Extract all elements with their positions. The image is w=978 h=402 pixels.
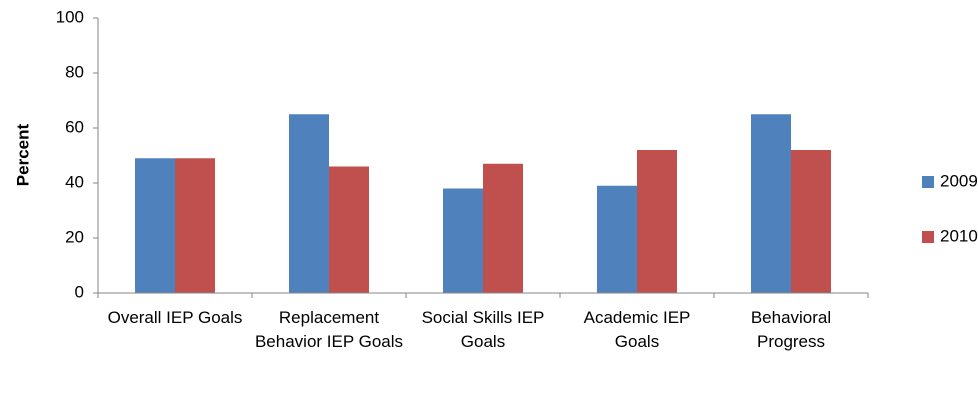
x-tick-label: Replacement Behavior IEP Goals <box>254 308 404 351</box>
bar <box>329 166 369 293</box>
bar <box>597 185 637 293</box>
bar <box>135 158 175 293</box>
y-tick-label: 100 <box>56 7 84 26</box>
bar <box>175 158 215 293</box>
legend-label: 2009-10 <box>940 171 978 190</box>
bar <box>443 188 483 293</box>
bar <box>289 114 329 293</box>
legend-swatch <box>922 231 934 243</box>
x-tick-label: Academic IEP Goals <box>583 308 691 351</box>
bar <box>791 150 831 293</box>
x-tick-label: Overall IEP Goals <box>107 308 243 327</box>
bar <box>637 150 677 293</box>
y-tick-label: 80 <box>65 62 84 81</box>
x-tick-label: Social Skills IEP Goals <box>421 308 545 351</box>
bar <box>483 163 523 293</box>
x-tick-label: Behavioral Progress <box>750 308 832 351</box>
legend-label: 2010-11 <box>940 226 978 245</box>
y-tick-label: 60 <box>65 117 84 136</box>
y-tick-label: 40 <box>65 172 84 191</box>
y-axis-title: Percent <box>13 123 32 186</box>
legend-swatch <box>922 176 934 188</box>
y-tick-label: 20 <box>65 227 84 246</box>
bar <box>751 114 791 293</box>
y-tick-label: 0 <box>75 282 84 301</box>
